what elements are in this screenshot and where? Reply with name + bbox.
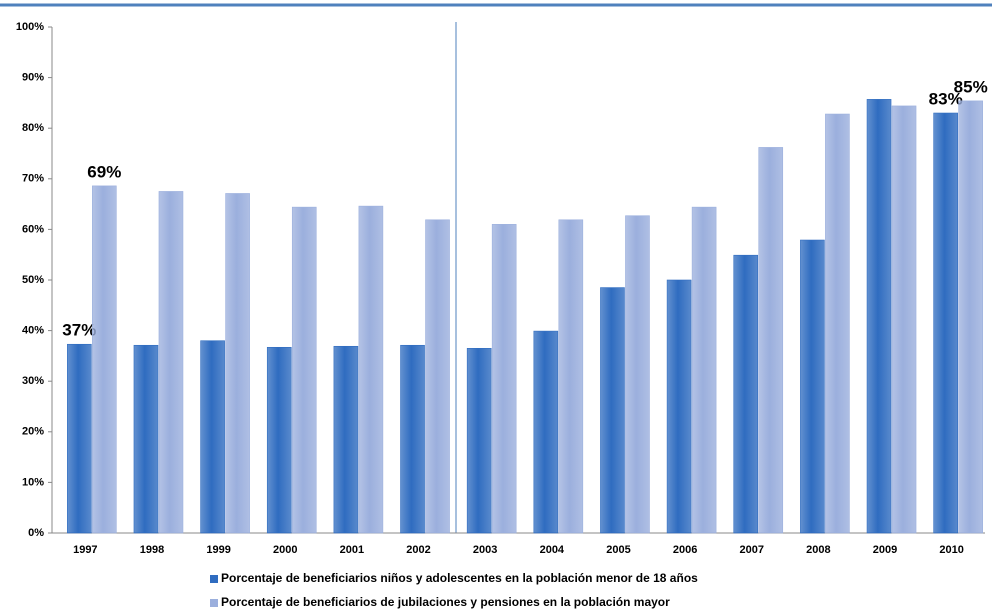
bar: [67, 343, 92, 534]
bar: [358, 205, 384, 534]
x-tick-label: 1997: [73, 544, 97, 556]
y-tick-label: 60%: [22, 223, 44, 235]
bar: [266, 346, 292, 534]
y-tick-label: 20%: [22, 426, 44, 438]
x-tick-label: 2006: [673, 544, 697, 556]
y-tick-label: 50%: [22, 274, 44, 286]
bar: [533, 330, 559, 534]
y-tick-label: 10%: [22, 476, 44, 488]
bar: [133, 344, 159, 534]
legend-marker: [210, 575, 218, 583]
bar: [800, 239, 825, 534]
x-tick-label: 2009: [873, 544, 897, 556]
x-tick-label: 2003: [473, 544, 497, 556]
legend-label: Porcentaje de beneficiarios niños y adol…: [221, 571, 698, 585]
bar: [691, 206, 717, 534]
y-tick-label: 70%: [22, 173, 44, 185]
y-tick-label: 30%: [22, 375, 44, 387]
bar: [733, 254, 759, 534]
y-tick-label: 100%: [16, 21, 44, 33]
x-tick-label: 2002: [406, 544, 430, 556]
x-tick-label: 2008: [806, 544, 830, 556]
x-tick-label: 2000: [273, 544, 297, 556]
value-label: 85%: [954, 77, 988, 96]
y-tick-label: 90%: [22, 72, 44, 84]
value-label: 69%: [87, 162, 121, 181]
bar: [600, 287, 625, 534]
bar: [425, 219, 450, 534]
bar: [958, 100, 983, 534]
x-tick-label: 2005: [606, 544, 630, 556]
bar: [225, 193, 250, 534]
legend-label: Porcentaje de beneficiarios de jubilacio…: [221, 595, 670, 609]
bar: [466, 348, 492, 534]
bar: [933, 112, 958, 534]
y-tick-label: 40%: [22, 325, 44, 337]
bar: [158, 191, 184, 534]
legend-marker: [210, 599, 218, 607]
x-tick-label: 2001: [340, 544, 364, 556]
bar: [666, 279, 692, 534]
bar: [291, 206, 317, 534]
bar: [92, 185, 117, 534]
x-tick-label: 1999: [206, 544, 230, 556]
x-tick-label: 2004: [540, 544, 565, 556]
y-tick-label: 80%: [22, 122, 44, 134]
value-label: 37%: [62, 321, 96, 340]
x-tick-label: 2007: [740, 544, 764, 556]
y-tick-label: 0%: [28, 527, 44, 539]
bar: [333, 345, 359, 534]
bar: [825, 113, 850, 534]
bar: [491, 224, 517, 534]
bar: [625, 215, 650, 534]
value-label: 83%: [929, 90, 963, 109]
bar: [400, 344, 425, 534]
bar: [558, 219, 584, 534]
x-tick-label: 2010: [939, 544, 963, 556]
bar: [866, 99, 892, 534]
bar: [891, 105, 917, 534]
bar: [758, 147, 784, 534]
x-tick-label: 1998: [140, 544, 164, 556]
bar: [200, 340, 225, 534]
